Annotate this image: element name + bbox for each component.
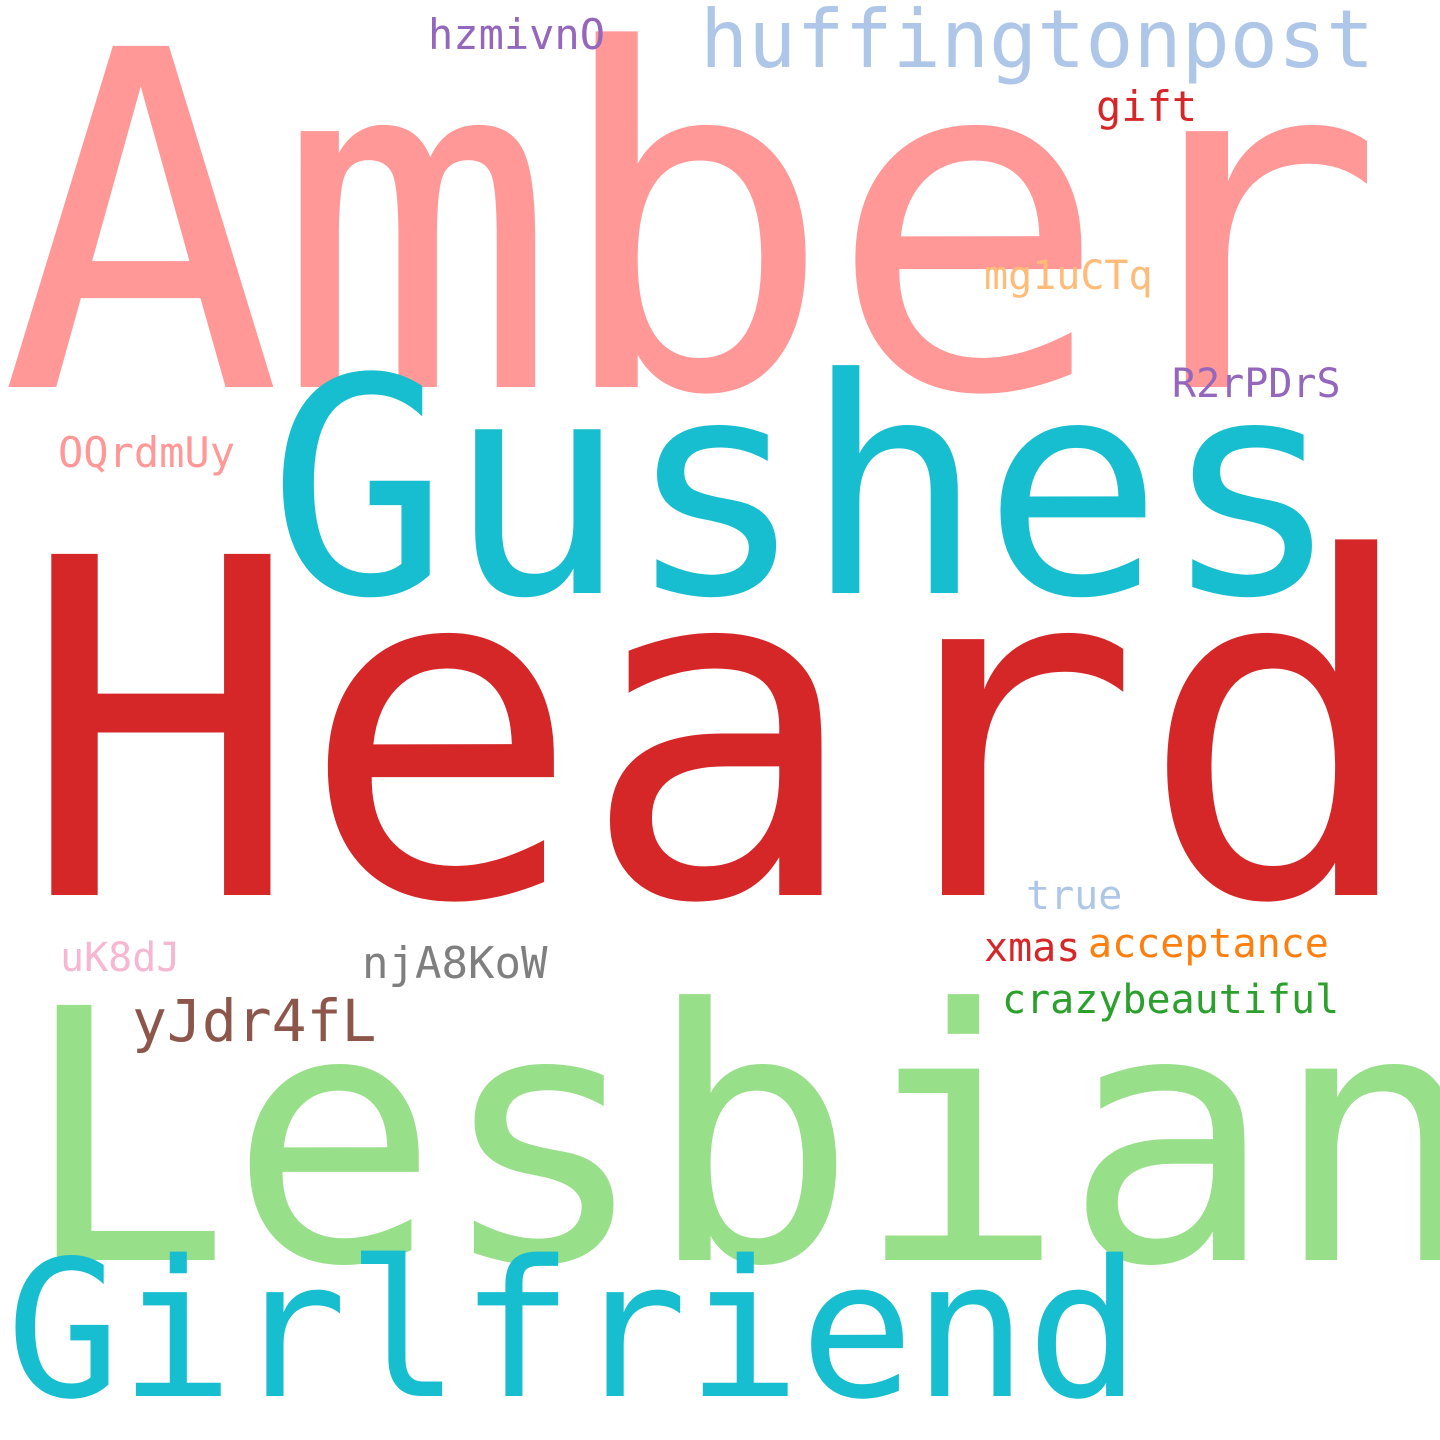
word-hzmivnO: hzmivnO xyxy=(428,10,606,59)
word-gift: gift xyxy=(1096,82,1198,131)
word-uK8dJ: uK8dJ xyxy=(60,935,181,981)
word-girlfriend: Girlfriend xyxy=(6,1220,1141,1440)
word-crazybeautiful: crazybeautiful xyxy=(1002,977,1340,1023)
word-gushes: Gushes xyxy=(268,315,1342,664)
word-R2rPDrS: R2rPDrS xyxy=(1172,361,1341,407)
word-acceptance: acceptance xyxy=(1088,921,1329,967)
word-mg1uCTq: mg1uCTq xyxy=(984,253,1153,299)
word-amber: Amber xyxy=(0,0,1385,498)
word-xmas: xmas xyxy=(984,925,1081,971)
word-true: true xyxy=(1026,873,1123,919)
word-heard: Heard xyxy=(20,462,1421,1006)
word-yJdr4fL: yJdr4fL xyxy=(132,987,377,1055)
word-njA8KoW: njA8KoW xyxy=(362,938,548,989)
word-OQrdmUy: OQrdmUy xyxy=(58,428,236,477)
word-huffingtonpost: huffingtonpost xyxy=(700,0,1375,86)
word-lesbian: Lesbian xyxy=(20,935,1440,1343)
